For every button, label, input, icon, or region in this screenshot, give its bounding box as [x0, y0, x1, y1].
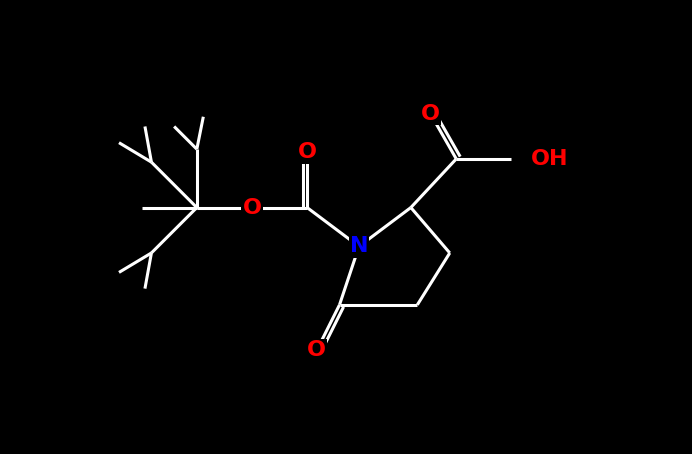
Text: O: O: [242, 197, 262, 217]
Text: N: N: [349, 237, 368, 257]
Text: OH: OH: [531, 149, 568, 169]
Text: O: O: [421, 104, 440, 123]
Text: O: O: [298, 143, 316, 163]
Text: O: O: [307, 340, 327, 360]
